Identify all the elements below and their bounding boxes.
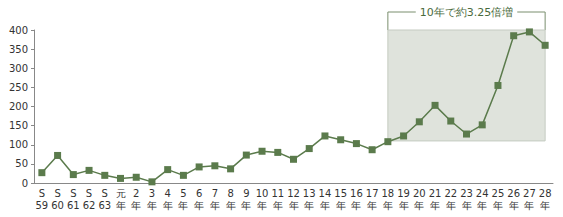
- svg-text:年: 年: [509, 200, 519, 211]
- svg-text:0: 0: [22, 178, 28, 189]
- svg-text:年: 年: [131, 200, 141, 211]
- svg-text:年: 年: [493, 200, 503, 211]
- svg-text:年: 年: [446, 200, 456, 211]
- svg-text:200: 200: [9, 101, 28, 112]
- svg-text:年: 年: [163, 200, 173, 211]
- svg-text:61: 61: [67, 200, 80, 211]
- svg-text:100: 100: [9, 139, 28, 150]
- svg-text:13: 13: [303, 188, 316, 199]
- svg-text:3: 3: [149, 188, 155, 199]
- svg-text:27: 27: [523, 188, 536, 199]
- svg-text:年: 年: [116, 200, 126, 211]
- svg-text:60: 60: [51, 200, 64, 211]
- svg-text:年: 年: [540, 200, 550, 211]
- svg-text:年: 年: [304, 200, 314, 211]
- svg-text:400: 400: [9, 25, 28, 36]
- svg-text:15: 15: [334, 188, 347, 199]
- svg-text:11: 11: [271, 188, 284, 199]
- svg-text:年: 年: [273, 200, 283, 211]
- svg-text:4: 4: [164, 188, 170, 199]
- svg-text:23: 23: [460, 188, 473, 199]
- svg-text:S: S: [54, 188, 60, 199]
- svg-text:18: 18: [381, 188, 394, 199]
- svg-text:年: 年: [383, 200, 393, 211]
- svg-text:12: 12: [287, 188, 300, 199]
- svg-text:年: 年: [462, 200, 472, 211]
- svg-text:28: 28: [539, 188, 552, 199]
- svg-text:17: 17: [366, 188, 379, 199]
- svg-text:26: 26: [507, 188, 520, 199]
- svg-text:年: 年: [351, 200, 361, 211]
- svg-text:年: 年: [320, 200, 330, 211]
- svg-text:16: 16: [350, 188, 363, 199]
- svg-text:年: 年: [178, 200, 188, 211]
- svg-text:9: 9: [243, 188, 249, 199]
- svg-text:20: 20: [413, 188, 426, 199]
- svg-text:S: S: [102, 188, 108, 199]
- svg-text:300: 300: [9, 63, 28, 74]
- svg-text:25: 25: [492, 188, 505, 199]
- svg-text:5: 5: [180, 188, 186, 199]
- svg-text:年: 年: [477, 200, 487, 211]
- svg-text:年: 年: [399, 200, 409, 211]
- svg-text:年: 年: [289, 200, 299, 211]
- svg-text:年: 年: [226, 200, 236, 211]
- svg-text:10年で約3.25倍増: 10年で約3.25倍増: [420, 6, 514, 19]
- svg-text:63: 63: [98, 200, 111, 211]
- svg-text:年: 年: [194, 200, 204, 211]
- svg-text:62: 62: [83, 200, 96, 211]
- svg-text:50: 50: [15, 158, 28, 169]
- svg-text:59: 59: [35, 200, 48, 211]
- svg-text:7: 7: [212, 188, 218, 199]
- svg-text:6: 6: [196, 188, 202, 199]
- svg-text:14: 14: [319, 188, 332, 199]
- svg-text:年: 年: [336, 200, 346, 211]
- svg-text:150: 150: [9, 120, 28, 131]
- svg-text:19: 19: [397, 188, 410, 199]
- svg-text:年: 年: [257, 200, 267, 211]
- svg-text:年: 年: [524, 200, 534, 211]
- svg-text:22: 22: [444, 188, 457, 199]
- svg-text:8: 8: [227, 188, 233, 199]
- svg-text:S: S: [39, 188, 45, 199]
- svg-text:年: 年: [430, 200, 440, 211]
- svg-text:元: 元: [116, 188, 126, 199]
- svg-text:年: 年: [147, 200, 157, 211]
- svg-text:年: 年: [241, 200, 251, 211]
- svg-text:S: S: [70, 188, 76, 199]
- svg-text:年: 年: [210, 200, 220, 211]
- svg-text:2: 2: [133, 188, 139, 199]
- svg-text:24: 24: [476, 188, 489, 199]
- svg-text:S: S: [86, 188, 92, 199]
- svg-text:年: 年: [367, 200, 377, 211]
- svg-text:250: 250: [9, 82, 28, 93]
- svg-text:21: 21: [429, 188, 442, 199]
- svg-text:年: 年: [414, 200, 424, 211]
- svg-text:350: 350: [9, 44, 28, 55]
- svg-text:10: 10: [256, 188, 269, 199]
